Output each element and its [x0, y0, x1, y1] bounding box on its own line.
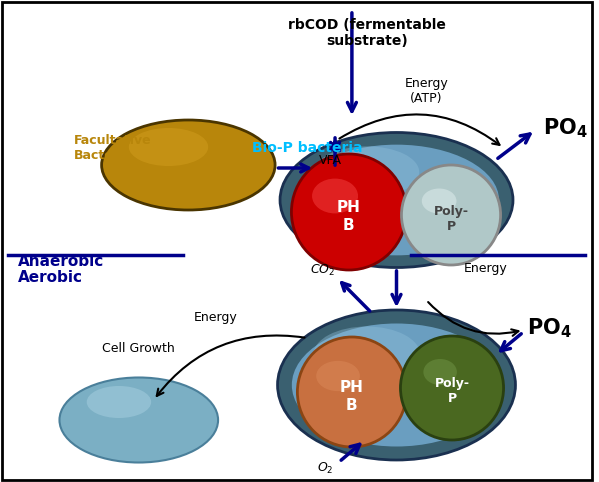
- Text: $O_2$: $O_2$: [317, 460, 334, 476]
- Text: Aerobic: Aerobic: [18, 270, 83, 285]
- Ellipse shape: [312, 179, 358, 214]
- Ellipse shape: [401, 165, 501, 265]
- Ellipse shape: [292, 323, 501, 446]
- Ellipse shape: [422, 188, 456, 214]
- Text: PH: PH: [337, 201, 361, 215]
- Text: P: P: [446, 219, 456, 232]
- Ellipse shape: [316, 361, 360, 391]
- Ellipse shape: [313, 326, 420, 384]
- Text: PH: PH: [340, 380, 364, 396]
- Ellipse shape: [292, 154, 406, 270]
- Ellipse shape: [314, 147, 419, 198]
- Text: Poly-: Poly-: [434, 204, 468, 217]
- Text: Energy: Energy: [464, 262, 507, 275]
- Ellipse shape: [102, 120, 275, 210]
- Text: Bio-P bacteria: Bio-P bacteria: [252, 141, 362, 155]
- Text: Energy
(ATP): Energy (ATP): [404, 77, 448, 105]
- Ellipse shape: [277, 310, 516, 460]
- Text: P: P: [447, 392, 456, 405]
- Text: Cell Growth: Cell Growth: [102, 342, 175, 354]
- Text: B: B: [343, 217, 355, 232]
- Ellipse shape: [87, 386, 151, 418]
- Ellipse shape: [297, 337, 406, 447]
- Text: rbCOD (fermentable
substrate): rbCOD (fermentable substrate): [288, 18, 446, 48]
- Ellipse shape: [294, 145, 499, 255]
- Text: Poly-: Poly-: [434, 377, 470, 390]
- Ellipse shape: [129, 128, 208, 166]
- Ellipse shape: [423, 359, 457, 385]
- Text: Anaerobic: Anaerobic: [18, 254, 104, 269]
- Text: $CO_2$: $CO_2$: [310, 263, 335, 278]
- Text: $\mathbf{PO_4}$: $\mathbf{PO_4}$: [527, 316, 572, 340]
- Text: B: B: [346, 398, 358, 413]
- Ellipse shape: [59, 377, 218, 463]
- Text: Facultative
Bacteria: Facultative Bacteria: [74, 134, 152, 162]
- Ellipse shape: [280, 133, 513, 268]
- Text: Energy: Energy: [194, 311, 238, 324]
- Text: VFA: VFA: [319, 153, 342, 166]
- Text: $\mathbf{PO_4}$: $\mathbf{PO_4}$: [543, 116, 588, 140]
- Ellipse shape: [401, 336, 504, 440]
